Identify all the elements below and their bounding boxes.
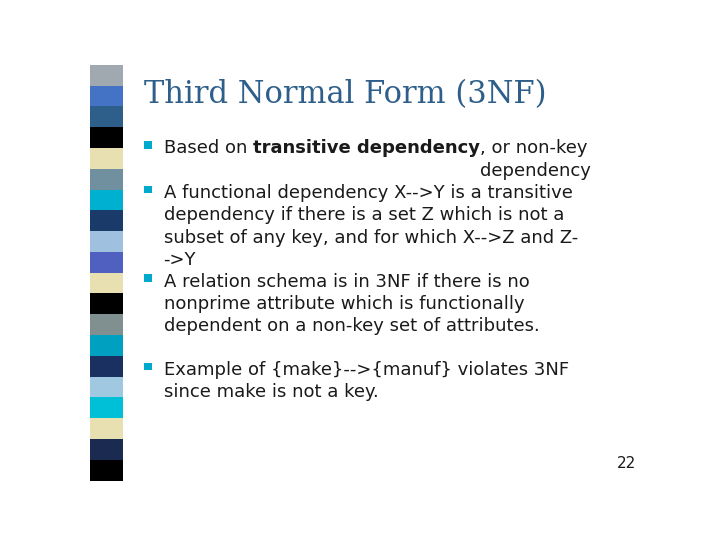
Bar (90, 314, 122, 335)
Text: A functional dependency X-->Y is a transitive
dependency if there is a set Z whi: A functional dependency X-->Y is a trans… (163, 184, 578, 269)
Bar (90, 397, 122, 418)
Bar (90, 418, 122, 439)
Bar (90, 211, 122, 231)
Bar (90, 127, 122, 148)
Bar (90, 273, 122, 294)
Bar (90, 335, 122, 356)
Text: transitive dependency: transitive dependency (253, 139, 480, 158)
Bar (144, 363, 152, 370)
Text: A relation schema is in 3NF if there is no
nonprime attribute which is functiona: A relation schema is in 3NF if there is … (163, 273, 539, 335)
Bar (90, 106, 122, 127)
Bar (144, 274, 152, 282)
Text: Third Normal Form (3NF): Third Normal Form (3NF) (144, 79, 546, 110)
Text: 22: 22 (617, 456, 636, 471)
Text: Based on: Based on (163, 139, 253, 158)
Bar (144, 141, 152, 148)
Bar (90, 294, 122, 314)
Bar (90, 168, 122, 190)
Bar (90, 377, 122, 397)
Text: Example of {make}-->{manuf} violates 3NF
since make is not a key.: Example of {make}-->{manuf} violates 3NF… (163, 361, 569, 401)
Bar (90, 231, 122, 252)
Bar (90, 252, 122, 273)
Text: , or non-key
dependency: , or non-key dependency (480, 139, 590, 180)
Bar (90, 460, 122, 481)
Bar (90, 85, 122, 106)
Bar (90, 148, 122, 169)
Bar (90, 190, 122, 211)
Bar (90, 65, 122, 85)
Bar (144, 186, 152, 193)
Bar (90, 439, 122, 460)
Bar (90, 356, 122, 377)
